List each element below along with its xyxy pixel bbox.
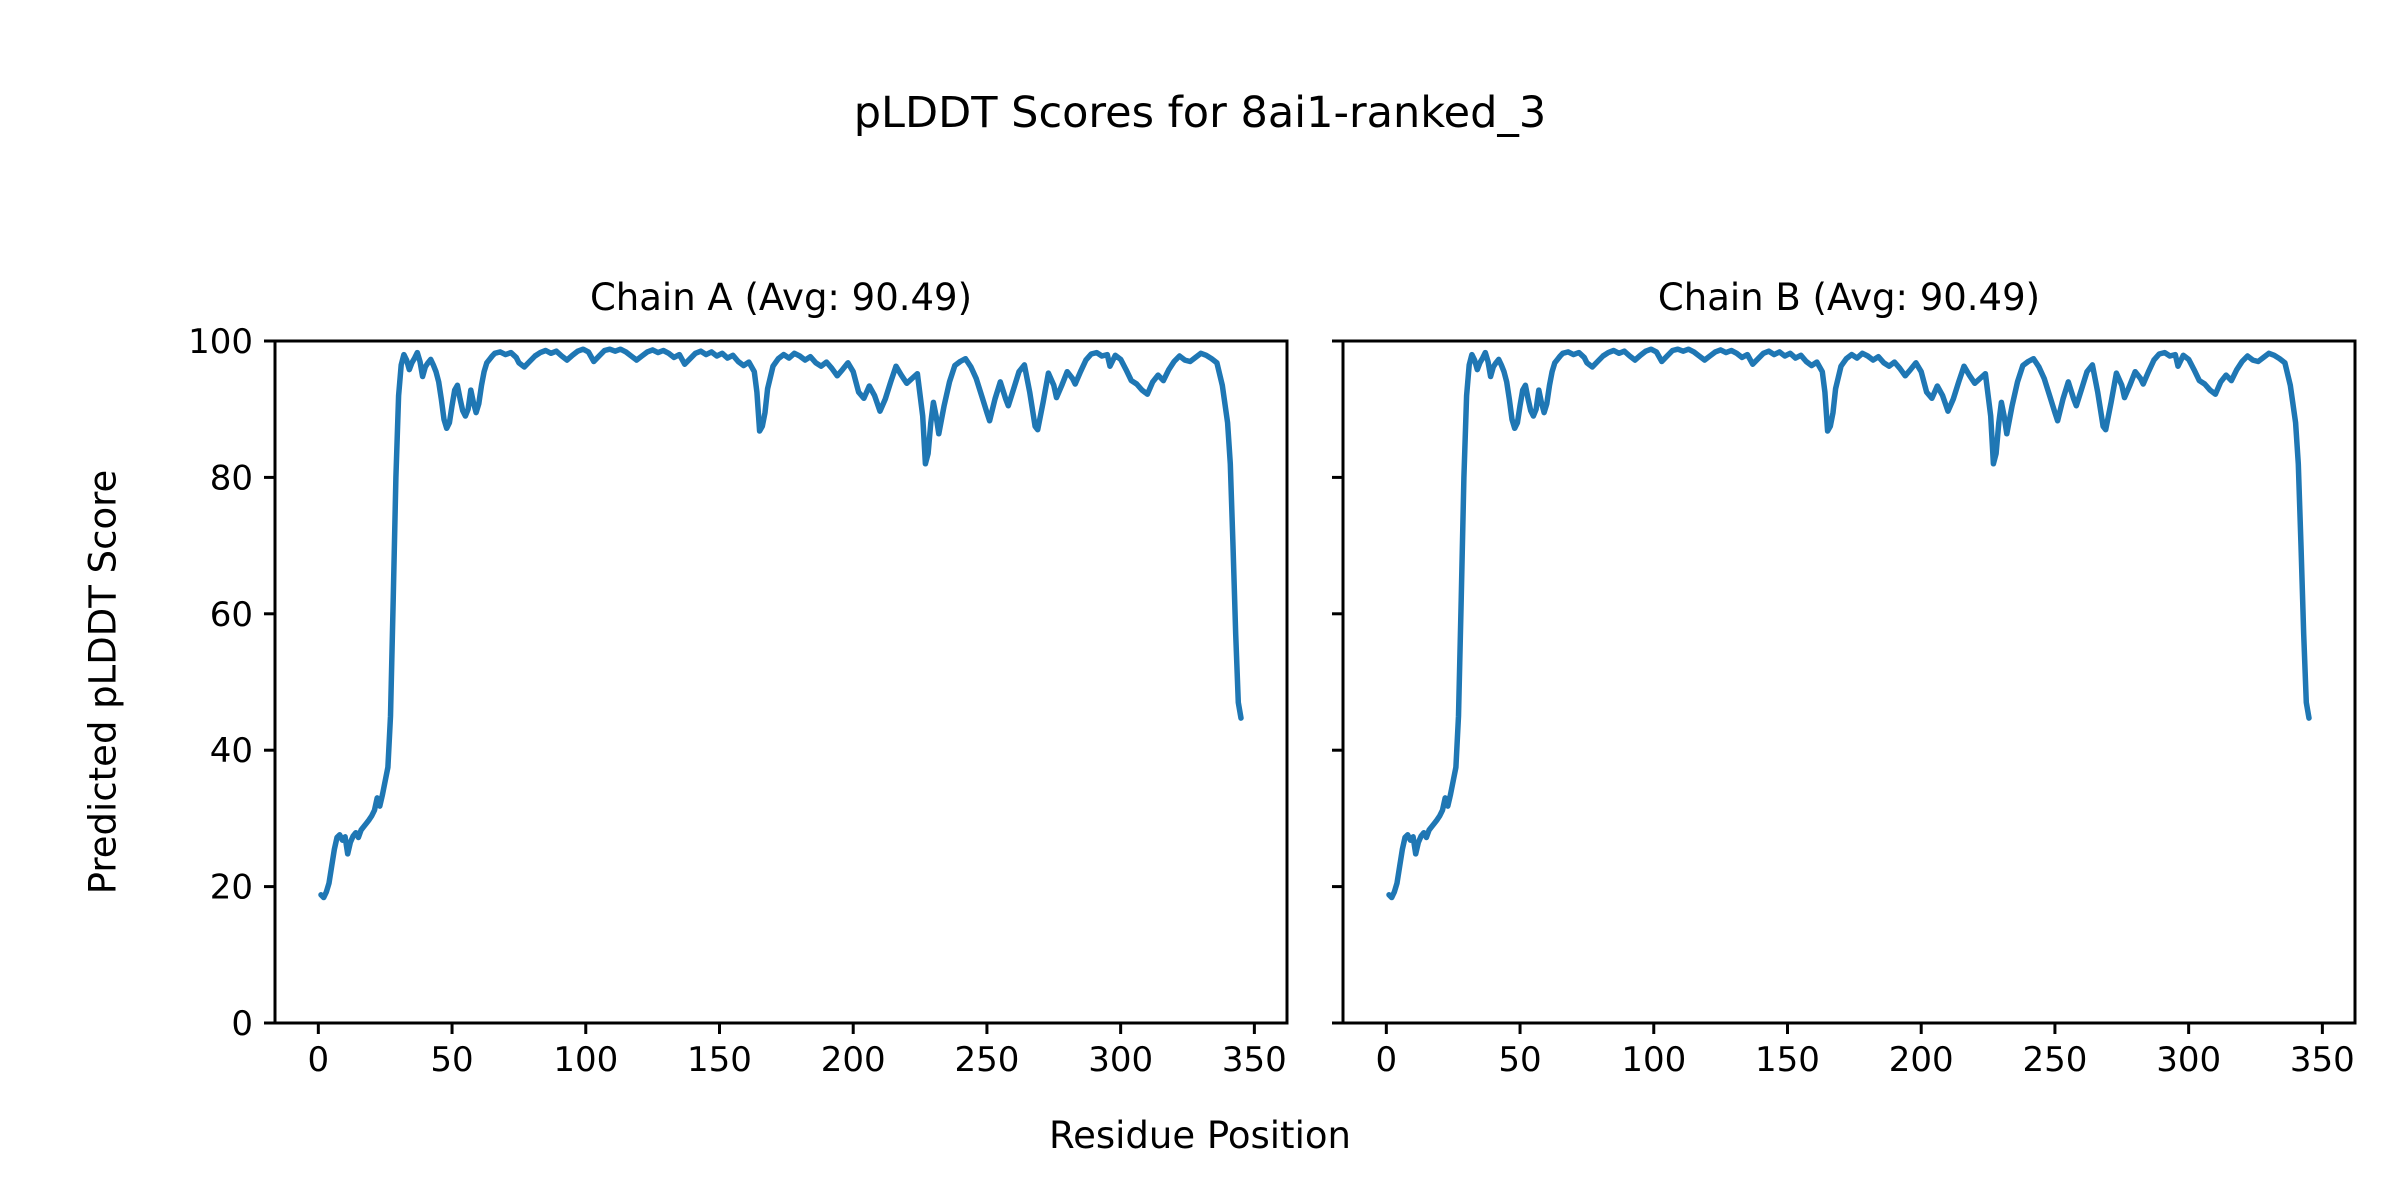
y-tick-label: 80 bbox=[210, 458, 253, 498]
x-tick-label: 50 bbox=[430, 1040, 473, 1080]
x-tick-label: 350 bbox=[1222, 1040, 1287, 1080]
x-tick-label: 100 bbox=[553, 1040, 618, 1080]
x-tick-label: 350 bbox=[2290, 1040, 2355, 1080]
x-tick-label: 250 bbox=[2022, 1040, 2087, 1080]
x-tick-label: 250 bbox=[954, 1040, 1019, 1080]
x-tick-label: 0 bbox=[1376, 1040, 1398, 1080]
x-tick-label: 200 bbox=[1889, 1040, 1954, 1080]
x-tick-label: 150 bbox=[687, 1040, 752, 1080]
chain-a-axes: 0 50 100 150 200 250 300 350 0 20 40 60 80 100 bbox=[188, 322, 1289, 1080]
y-axis-label: Predicted pLDDT Score bbox=[81, 469, 125, 895]
plot-frame bbox=[1341, 339, 2357, 1025]
chain-b-axes: 0 50 100 150 200 250 300 350 bbox=[1332, 339, 2357, 1080]
x-tick-label: 300 bbox=[1088, 1040, 1153, 1080]
x-tick-label: 200 bbox=[821, 1040, 886, 1080]
chain-b-title: Chain B (Avg: 90.49) bbox=[1657, 276, 2041, 319]
x-tick-label: 300 bbox=[2156, 1040, 2221, 1080]
plddt-line-chain-b bbox=[1386, 346, 2312, 901]
plddt-line-chain-a bbox=[318, 346, 1244, 901]
y-tick-label: 100 bbox=[188, 322, 253, 362]
y-tick-label: 0 bbox=[231, 1004, 253, 1044]
x-tick-label: 150 bbox=[1755, 1040, 1820, 1080]
y-tick-label: 60 bbox=[210, 595, 253, 635]
chain-a-title: Chain A (Avg: 90.49) bbox=[589, 276, 973, 319]
x-tick-label: 0 bbox=[308, 1040, 330, 1080]
x-axis-label: Residue Position bbox=[1049, 1114, 1351, 1157]
y-tick-label: 20 bbox=[210, 868, 253, 908]
x-tick-label: 50 bbox=[1498, 1040, 1541, 1080]
plot-frame bbox=[273, 339, 1289, 1025]
y-tick-label: 40 bbox=[210, 731, 253, 771]
x-tick-label: 100 bbox=[1621, 1040, 1686, 1080]
figure-title: pLDDT Scores for 8ai1-ranked_3 bbox=[853, 88, 1547, 138]
